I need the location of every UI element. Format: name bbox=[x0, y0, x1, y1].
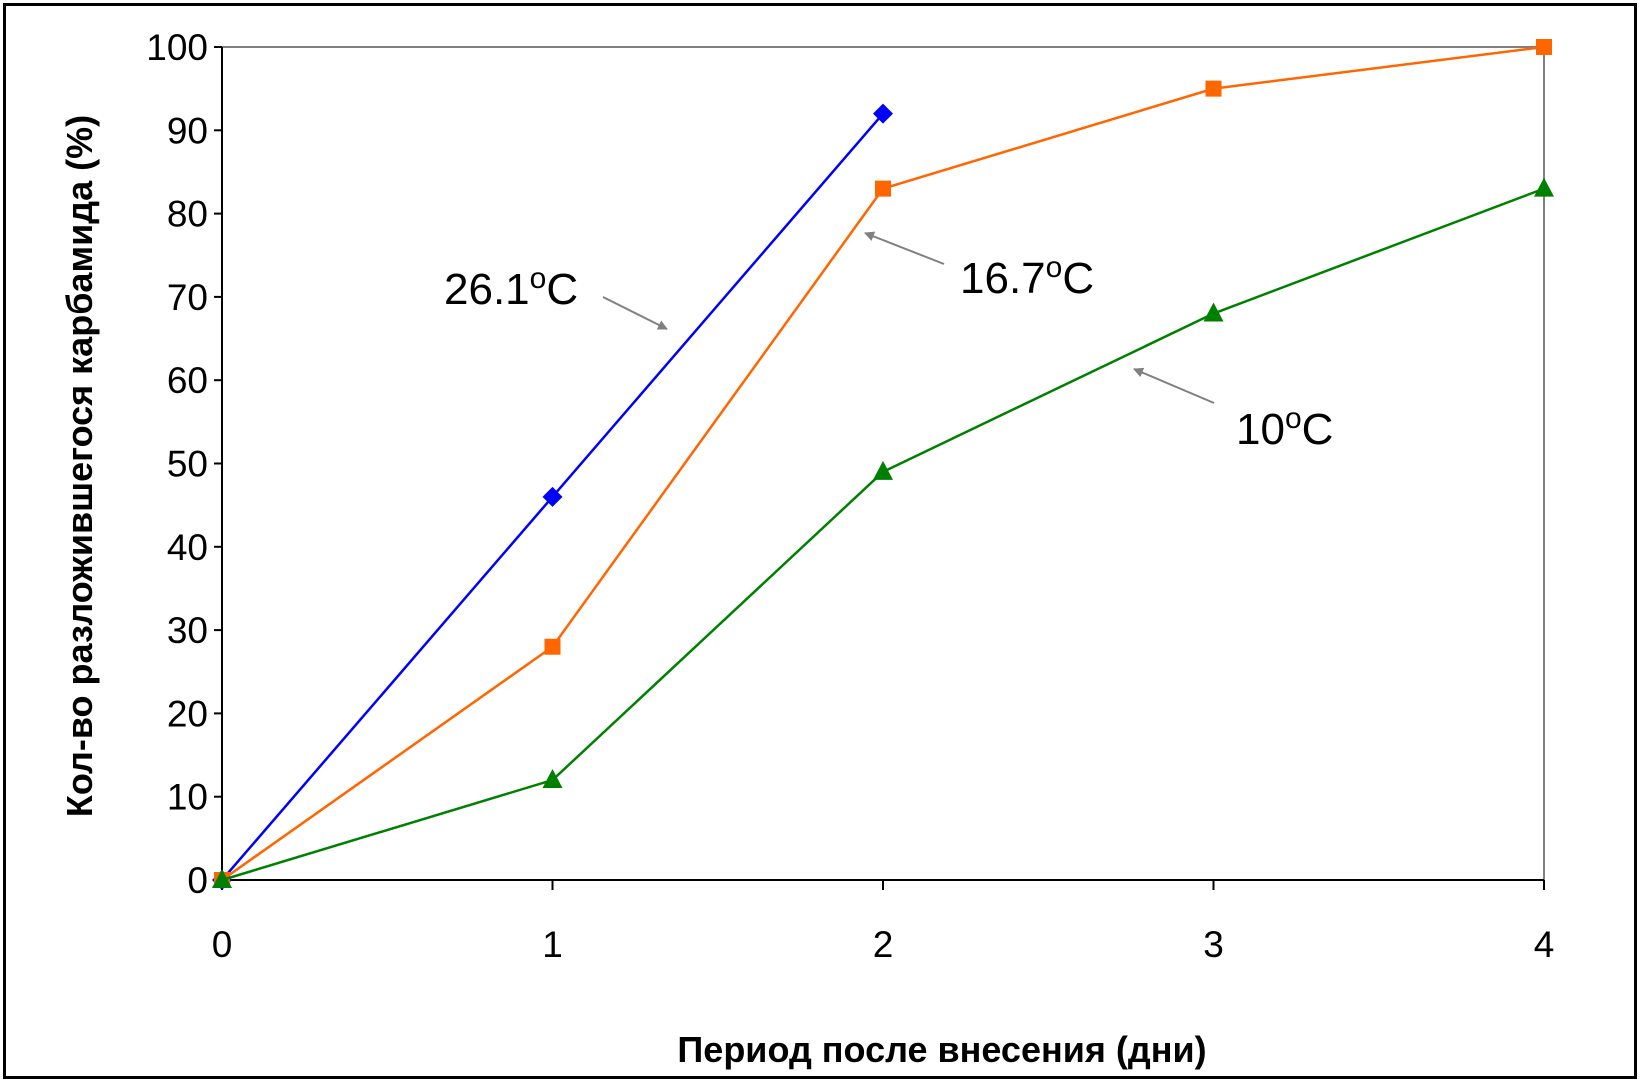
y-tick-label: 70 bbox=[167, 277, 208, 318]
x-tick-label: 0 bbox=[212, 924, 233, 965]
data-point-triangle bbox=[1203, 302, 1224, 322]
chart-frame bbox=[3, 3, 1637, 1079]
y-tick-label: 60 bbox=[167, 360, 208, 401]
data-point-square bbox=[1205, 80, 1222, 97]
y-tick-label: 30 bbox=[167, 610, 208, 651]
x-tick-label: 1 bbox=[542, 924, 563, 965]
data-point-triangle bbox=[873, 460, 893, 480]
data-point-triangle bbox=[542, 769, 563, 789]
series-line-2 bbox=[221, 187, 1545, 882]
data-point-triangle bbox=[1534, 177, 1554, 197]
data-point-square bbox=[875, 180, 891, 197]
temperature-label: 26.1oC bbox=[444, 262, 578, 314]
data-point-square bbox=[1536, 39, 1552, 55]
temperature-label: 16.7oC bbox=[960, 251, 1094, 303]
x-axis-title: Период после внесения (дни) bbox=[677, 1029, 1206, 1070]
y-tick-label: 50 bbox=[167, 444, 208, 485]
y-tick-label: 40 bbox=[167, 527, 208, 568]
y-tick-label: 20 bbox=[167, 693, 208, 734]
y-tick-label: 10 bbox=[167, 777, 208, 818]
data-point-square bbox=[544, 638, 561, 655]
data-point-diamond bbox=[542, 486, 563, 507]
x-tick-label: 2 bbox=[873, 924, 894, 965]
y-tick-label: 80 bbox=[167, 194, 208, 235]
data-point-diamond bbox=[873, 103, 893, 124]
y-tick-label: 100 bbox=[146, 27, 208, 68]
annotation-arrow bbox=[1133, 367, 1215, 404]
annotation-arrow bbox=[602, 296, 668, 330]
y-axis-title: Кол-во разложившегося карбамида (%) bbox=[59, 115, 100, 817]
x-tick-label: 3 bbox=[1203, 924, 1224, 965]
x-tick-label: 4 bbox=[1534, 924, 1555, 965]
temperature-label: 10oC bbox=[1236, 402, 1333, 454]
y-tick-label: 90 bbox=[167, 110, 208, 151]
y-tick-label: 0 bbox=[187, 860, 208, 901]
annotation-arrow bbox=[864, 231, 945, 265]
data-point-triangle bbox=[212, 869, 232, 888]
